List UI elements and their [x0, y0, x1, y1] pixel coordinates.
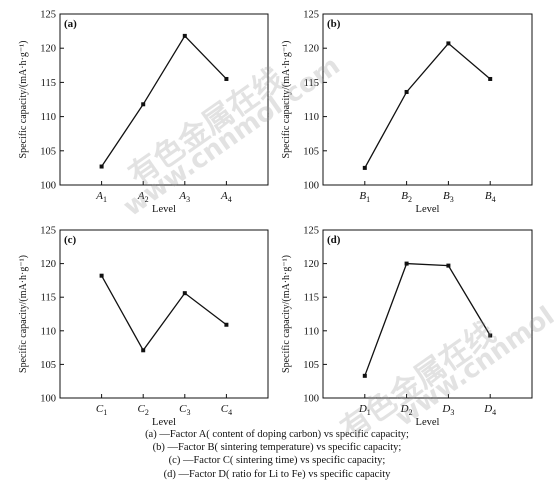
panel-b-xtick-label-B4: B4: [485, 190, 496, 204]
panel-a-point-A1: [99, 164, 104, 169]
panel-d-xtick-label-D1: D1: [358, 403, 371, 417]
figure-caption: (a) —Factor A( content of doping carbon)…: [0, 428, 554, 481]
panel-d-ytick-label-105: 105: [303, 360, 319, 371]
panel-b-point-B3: [446, 41, 451, 46]
panel-a-xtick-label-A3: A3: [178, 190, 190, 204]
panel-d-point-D2: [404, 261, 409, 266]
panel-c-ylabel: Specific capacity/(mA·h·g⁻¹): [18, 255, 29, 373]
panel-a-frame: [59, 13, 269, 186]
panel-c: 100 105 110 115 120 125 C1 C2 C3 C4 (c) Level Specif…: [18, 226, 269, 428]
panel-a-xlabel: Level: [152, 204, 176, 215]
caption-line-c: (c) —Factor C( sintering time) vs specif…: [168, 455, 386, 467]
panel-c-series-line: [101, 275, 227, 352]
panel-d-ytick-label-110: 110: [304, 326, 319, 337]
panel-d: 100 105 110 115 120 125 D1 D2 D3 D4 (d) Level Specif…: [281, 226, 533, 428]
panel-c-ytick-label-110: 110: [41, 326, 56, 337]
panel-c-xtick-label-C4: C4: [221, 403, 232, 417]
caption-line-d: (d) —Factor D( ratio for Li to Fe) vs sp…: [163, 468, 391, 480]
caption-line-b: (b) —Factor B( sintering temperature) vs…: [152, 442, 402, 454]
panel-c-point-C3: [182, 291, 187, 296]
panel-c-ytick-label-100: 100: [40, 394, 56, 405]
panel-c-ytick-label-120: 120: [40, 259, 56, 270]
panel-d-ylabel: Specific capacity/(mA·h·g⁻¹): [281, 255, 292, 373]
panel-b-point-B2: [404, 89, 409, 94]
panel-d-point-D3: [446, 263, 451, 268]
panel-c-label: (c): [64, 234, 77, 246]
panel-b-ylabel: Specific capacity/(mA·h·g⁻¹): [281, 41, 292, 159]
panel-c-xtick-label-C2: C2: [138, 403, 149, 417]
panel-b-point-B1: [362, 165, 367, 170]
panel-a-ytick-label-120: 120: [40, 44, 56, 55]
panel-b-xlabel: Level: [416, 204, 440, 215]
panel-b-label: (b): [327, 18, 341, 30]
caption-line-a: (a) —Factor A( content of doping carbon)…: [145, 429, 409, 440]
panel-d-point-D1: [362, 373, 367, 378]
panel-c-ytick-label-115: 115: [41, 293, 56, 304]
panel-b-xtick-label-B3: B3: [443, 190, 454, 204]
panel-a-xtick-label-A2: A2: [137, 190, 149, 204]
panel-b: 100 105 110 115 120 125 B1 B2 B3 B4 (b) Level Specif…: [281, 10, 533, 215]
panel-c-frame: [59, 229, 269, 399]
panel-d-xtick-label-D4: D4: [483, 403, 496, 417]
panel-a-ytick-label-105: 105: [40, 146, 56, 157]
panel-a-ytick-label-110: 110: [41, 112, 56, 123]
panel-b-point-B4: [488, 76, 493, 81]
panel-d-series-line: [364, 262, 491, 377]
panel-b-ytick-label-100: 100: [303, 181, 319, 192]
panel-a-ytick-label-125: 125: [40, 10, 56, 21]
panel-d-ytick-label-120: 120: [303, 259, 319, 270]
panel-b-ytick-label-105: 105: [303, 146, 319, 157]
panel-a-series-line: [101, 34, 227, 167]
panel-d-xtick-label-D3: D3: [441, 403, 454, 417]
panel-a-label: (a): [64, 18, 77, 30]
panel-d-ytick-label-115: 115: [304, 293, 319, 304]
panel-c-point-C1: [99, 273, 104, 278]
panel-d-xlabel: Level: [416, 417, 440, 428]
panel-d-point-D4: [488, 333, 493, 338]
panel-a-xtick-label-A4: A4: [220, 190, 232, 204]
panel-a-point-A2: [141, 102, 146, 107]
panel-d-frame: [322, 229, 533, 399]
panel-c-point-C2: [141, 348, 146, 353]
panel-c-ytick-label-125: 125: [40, 226, 56, 237]
panel-a-xtick-label-A1: A1: [95, 190, 107, 204]
panel-c-xlabel: Level: [152, 417, 176, 428]
panel-b-ytick-label-110: 110: [304, 112, 319, 123]
panel-c-xtick-label-C1: C1: [96, 403, 107, 417]
panel-b-ytick-label-115: 115: [304, 78, 319, 89]
panel-a: 100 105 110 115 120 125 A1 A2 A3 A4 (a) Level Specif…: [18, 10, 269, 215]
panel-d-label: (d): [327, 234, 341, 246]
panel-b-ytick-label-120: 120: [303, 44, 319, 55]
panel-a-ylabel: Specific capacity/(mA·h·g⁻¹): [18, 41, 29, 159]
panel-d-xtick-label-D2: D2: [400, 403, 413, 417]
panel-c-xtick-label-C3: C3: [179, 403, 190, 417]
panel-a-point-A3: [182, 33, 187, 38]
panel-c-ytick-label-105: 105: [40, 360, 56, 371]
panel-a-ytick-label-100: 100: [40, 181, 56, 192]
panel-b-series-line: [364, 42, 491, 169]
panel-d-ytick-label-125: 125: [303, 226, 319, 237]
panel-b-frame: [322, 13, 533, 186]
panel-a-point-A4: [224, 76, 229, 81]
panel-c-point-C4: [224, 322, 229, 327]
panel-b-ytick-label-125: 125: [303, 10, 319, 21]
panel-d-ytick-label-100: 100: [303, 394, 319, 405]
panel-b-xtick-label-B2: B2: [401, 190, 412, 204]
panel-a-ytick-label-115: 115: [41, 78, 56, 89]
panel-b-xtick-label-B1: B1: [359, 190, 370, 204]
